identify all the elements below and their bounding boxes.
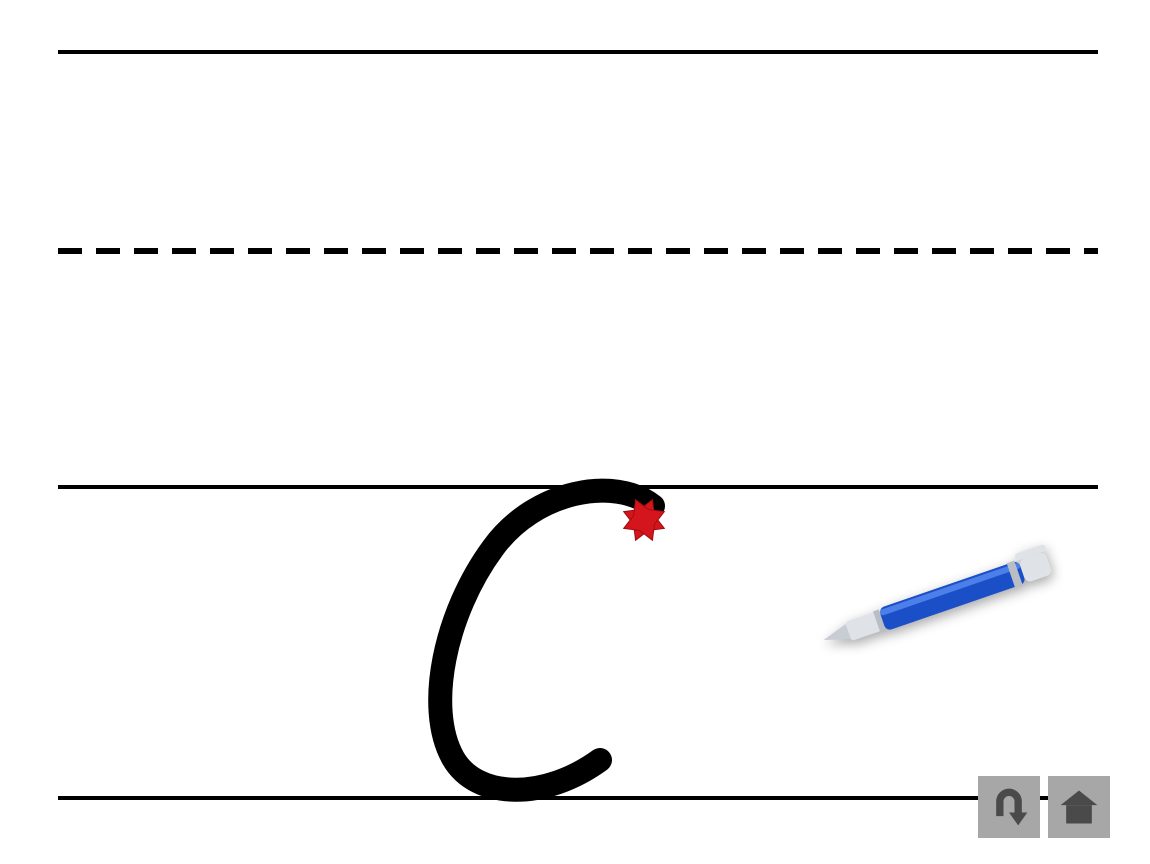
handwriting-dashed-midline	[58, 248, 1098, 256]
home-button[interactable]	[1048, 776, 1110, 838]
u-turn-icon	[987, 785, 1031, 829]
replay-button[interactable]	[978, 776, 1040, 838]
pen-icon	[815, 545, 1065, 655]
home-icon	[1057, 785, 1101, 829]
nav-button-row	[978, 776, 1110, 838]
stroke-start-marker-icon	[620, 496, 668, 544]
handwriting-top-line	[58, 50, 1098, 54]
